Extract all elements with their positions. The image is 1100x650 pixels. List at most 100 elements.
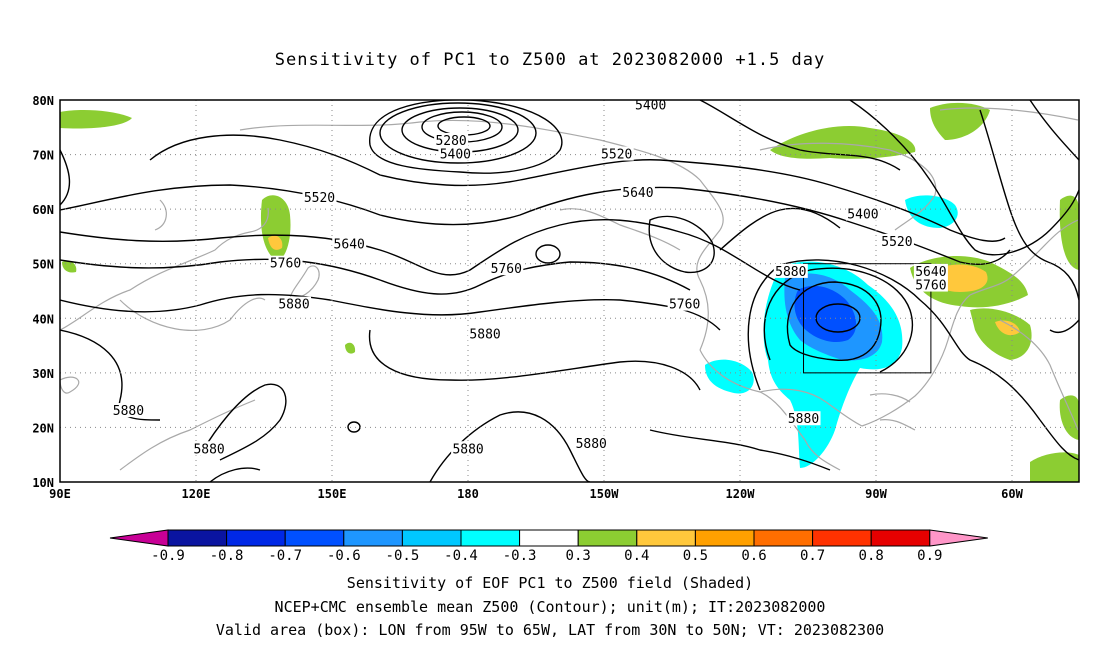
contour-label-bg: [574, 435, 609, 450]
gridlines: [60, 100, 1079, 482]
contour-label-bg: [438, 146, 473, 161]
colorbar-swatch: [694, 529, 755, 547]
latitude-label: 60N: [32, 203, 54, 217]
colorbar-swatch: [753, 529, 814, 547]
caption-line-3: Valid area (box): LON from 95W to 65W, L…: [215, 621, 885, 639]
contour-label: 5880: [113, 404, 144, 419]
latitude-label: 10N: [32, 476, 54, 490]
contour-label: 5640: [915, 265, 946, 280]
contour-label-bg: [599, 146, 634, 161]
contour-label: 5400: [635, 98, 666, 113]
colorbar-label: -0.8: [210, 548, 244, 564]
colorbar: -0.9 -0.8 -0.7 -0.6 -0.5 -0.4 -0.3 0.3 0.4 0.5 0.6…: [109, 529, 988, 564]
contour-label: 5760: [915, 279, 946, 294]
contour-label: 5520: [601, 148, 632, 163]
colorbar-label: -0.7: [268, 548, 302, 564]
contour-label: 5760: [491, 262, 522, 277]
contour-label-bg: [879, 233, 914, 248]
colorbar-swatch: [226, 529, 286, 547]
colorbar-label: 0.6: [741, 548, 766, 564]
contour-label: 5880: [452, 442, 483, 457]
latitude-label: 50N: [32, 258, 54, 272]
plot-frame: [59, 99, 1080, 483]
contour-label-bg: [332, 236, 367, 251]
contour-label-bg: [913, 263, 948, 278]
colorbar-low-extension: [109, 529, 169, 547]
contour-label-bg: [268, 255, 303, 270]
contour-label: 5280: [435, 134, 466, 149]
contour-label-bg: [302, 190, 337, 205]
contour-label: 5880: [278, 298, 309, 313]
contour-label-bg: [620, 184, 655, 199]
colorbar-label: -0.5: [386, 548, 420, 564]
latitude-label: 70N: [32, 149, 54, 163]
contour-label-bg: [451, 441, 486, 456]
colorbar-label: 0.7: [800, 548, 825, 564]
longitude-label: 120E: [182, 487, 211, 501]
latitude-label: 30N: [32, 367, 54, 381]
contour-label: 5880: [469, 328, 500, 343]
colorbar-swatch: [401, 529, 462, 547]
colorbar-label: -0.9: [151, 548, 185, 564]
contour-label: 5640: [622, 186, 653, 201]
longitude-label: 90E: [49, 487, 71, 501]
contour-label-bg: [111, 403, 146, 418]
caption-line-1: Sensitivity of EOF PC1 to Z500 field (Sh…: [346, 574, 754, 592]
contour-label: 5760: [270, 257, 301, 272]
colorbar-swatch: [519, 529, 579, 547]
contour-label-bg: [845, 206, 880, 221]
valid-area-box: [803, 263, 932, 374]
colorbar-swatch: [636, 529, 696, 547]
contour-label: 5880: [775, 265, 806, 280]
contour-label-bg: [489, 261, 524, 276]
latitude-label: 40N: [32, 312, 54, 326]
colorbar-label: -0.6: [327, 548, 361, 564]
contour-label: 5640: [334, 238, 365, 253]
colorbar-label: -0.3: [503, 548, 537, 564]
z500-contours: [60, 100, 1079, 482]
colorbar-label: 0.5: [683, 548, 708, 564]
contour-label: 5760: [669, 298, 700, 313]
colorbar-label: 0.3: [566, 548, 591, 564]
colorbar-swatch: [284, 529, 345, 547]
contour-label: 5400: [440, 148, 471, 163]
latitude-label: 80N: [32, 94, 54, 108]
contour-label-bg: [773, 263, 808, 278]
longitude-label: 90W: [865, 487, 887, 501]
longitude-label: 180: [457, 487, 479, 501]
longitude-label: 150E: [318, 487, 347, 501]
colorbar-swatch: [812, 529, 872, 547]
coastlines: [60, 107, 1079, 471]
colorbar-swatch: [460, 529, 521, 547]
contour-label-bg: [434, 132, 469, 147]
contour-label: 5520: [881, 235, 912, 250]
colorbar-label: 0.8: [859, 548, 884, 564]
caption-line-2: NCEP+CMC ensemble mean Z500 (Contour); u…: [274, 598, 826, 616]
colorbar-label: -0.4: [444, 548, 478, 564]
contour-label: 5880: [788, 412, 819, 427]
colorbar-label: 0.4: [624, 548, 649, 564]
contour-label-bg: [667, 296, 702, 311]
contour-label-bg: [192, 441, 227, 456]
colorbar-swatch: [870, 529, 931, 547]
colorbar-swatch: [577, 529, 638, 547]
longitude-label: 60W: [1001, 487, 1023, 501]
colorbar-swatch: [167, 529, 228, 547]
colorbar-swatch: [343, 529, 403, 547]
longitude-label: 150W: [590, 487, 620, 501]
axis-labels: 90E 120E 150E 180 150W 120W 90W 60W 80N 70N 60N 50N…: [32, 94, 1023, 501]
colorbar-label: 0.9: [917, 548, 942, 564]
contour-label: 5400: [847, 208, 878, 223]
contour-label-bg: [277, 296, 312, 311]
contour-label-bg: [786, 411, 821, 426]
contour-label-bg: [913, 277, 948, 292]
colorbar-high-extension: [929, 529, 988, 547]
contour-label: 5880: [576, 437, 607, 452]
plot-title: Sensitivity of PC1 to Z500 at 2023082000…: [274, 50, 826, 70]
contour-label: 5520: [304, 191, 335, 206]
contour-label-bg: [633, 100, 668, 112]
contour-label: 5880: [193, 442, 224, 457]
latitude-label: 20N: [32, 421, 54, 435]
